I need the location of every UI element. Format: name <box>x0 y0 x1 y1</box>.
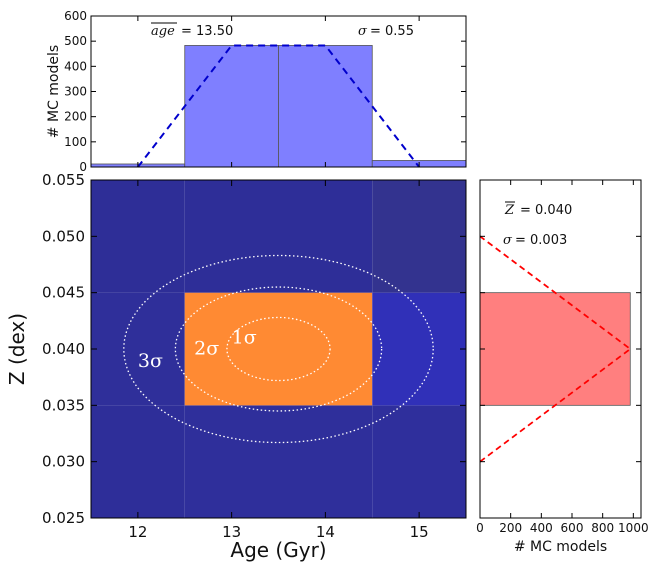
density-map-ylabel: Z (dex) <box>5 313 29 385</box>
age-histogram-ytick-label: 400 <box>64 59 87 73</box>
metallicity-fit-curve <box>479 235 632 463</box>
metallicity-mean-symbol: Z <box>504 203 515 218</box>
density-cell <box>184 180 373 293</box>
density-map-ytick-label: 0.040 <box>42 340 85 358</box>
density-cell <box>372 405 466 518</box>
density-cell <box>91 180 185 293</box>
sigma-label: 2σ <box>194 338 219 360</box>
density-map-ytick-label: 0.035 <box>42 396 85 414</box>
density-cell <box>91 405 185 518</box>
density-cell <box>184 292 373 406</box>
age-mean-value: = 13.50 <box>181 24 233 39</box>
metallicity-mean-value: = 0.040 <box>520 203 572 218</box>
density-map-xtick-label: 12 <box>128 523 147 541</box>
metallicity-histogram-xtick-label: 600 <box>561 521 584 535</box>
age-sigma-symbol: σ <box>358 24 368 39</box>
density-cell <box>372 292 466 406</box>
density-map-ytick-label: 0.050 <box>42 227 85 245</box>
density-map-panel: 1σ 2σ 3σ 12 13 14 15 0.025 0.030 0.035 0.040 0.04… <box>5 171 467 562</box>
contour-2sigma <box>174 286 383 412</box>
density-cell <box>91 292 185 406</box>
density-map-ytick-label: 0.045 <box>42 284 85 302</box>
metallicity-sigma-value: = 0.003 <box>515 233 567 248</box>
age-histogram-panel: 0 100 200 300 400 500 600 # MC models age = 13… <box>46 9 467 174</box>
metallicity-histogram-panel: 0 200 400 600 800 1000 # MC models Z = 0.040 … <box>476 179 649 555</box>
metallicity-histogram-xtick-label: 1000 <box>618 521 649 535</box>
age-histogram-ylabel: # MC models <box>46 45 62 138</box>
metallicity-histogram-xlabel: # MC models <box>514 539 607 555</box>
age-histogram-ytick-label: 300 <box>64 85 87 99</box>
density-cell <box>372 180 466 293</box>
age-histogram-bar <box>184 45 279 168</box>
density-map-ytick-label: 0.055 <box>42 171 85 189</box>
density-map-xtick-label: 15 <box>410 523 429 541</box>
age-histogram-ytick-label: 500 <box>64 34 87 48</box>
age-mean-symbol: age <box>151 24 175 39</box>
age-histogram-ytick-label: 100 <box>64 135 87 149</box>
density-map-xtick-label: 13 <box>222 523 241 541</box>
density-map-ytick-label: 0.030 <box>42 453 85 471</box>
age-histogram-ytick-label: 200 <box>64 110 87 124</box>
metallicity-histogram-xtick-label: 800 <box>591 521 614 535</box>
sigma-label: 3σ <box>138 350 163 372</box>
density-map-ytick-label: 0.025 <box>42 509 85 527</box>
metallicity-histogram-xtick-label: 400 <box>530 521 553 535</box>
contour-1sigma <box>226 316 331 382</box>
metallicity-histogram-xtick-label: 200 <box>499 521 522 535</box>
density-map-xtick-label: 14 <box>316 523 335 541</box>
metallicity-histogram-bar <box>479 292 631 406</box>
contour-3sigma <box>123 254 434 444</box>
density-cell <box>184 405 373 518</box>
age-histogram-ytick-label: 0 <box>79 160 87 174</box>
age-fit-curve <box>137 44 420 168</box>
sigma-label: 1σ <box>232 326 257 348</box>
age-histogram-bar <box>278 45 373 168</box>
age-histogram-ytick-label: 600 <box>64 9 87 23</box>
age-sigma-value: = 0.55 <box>370 24 414 39</box>
density-map-xlabel: Age (Gyr) <box>230 538 326 562</box>
metallicity-histogram-xtick-label: 0 <box>476 521 484 535</box>
metallicity-sigma-symbol: σ <box>503 233 513 248</box>
